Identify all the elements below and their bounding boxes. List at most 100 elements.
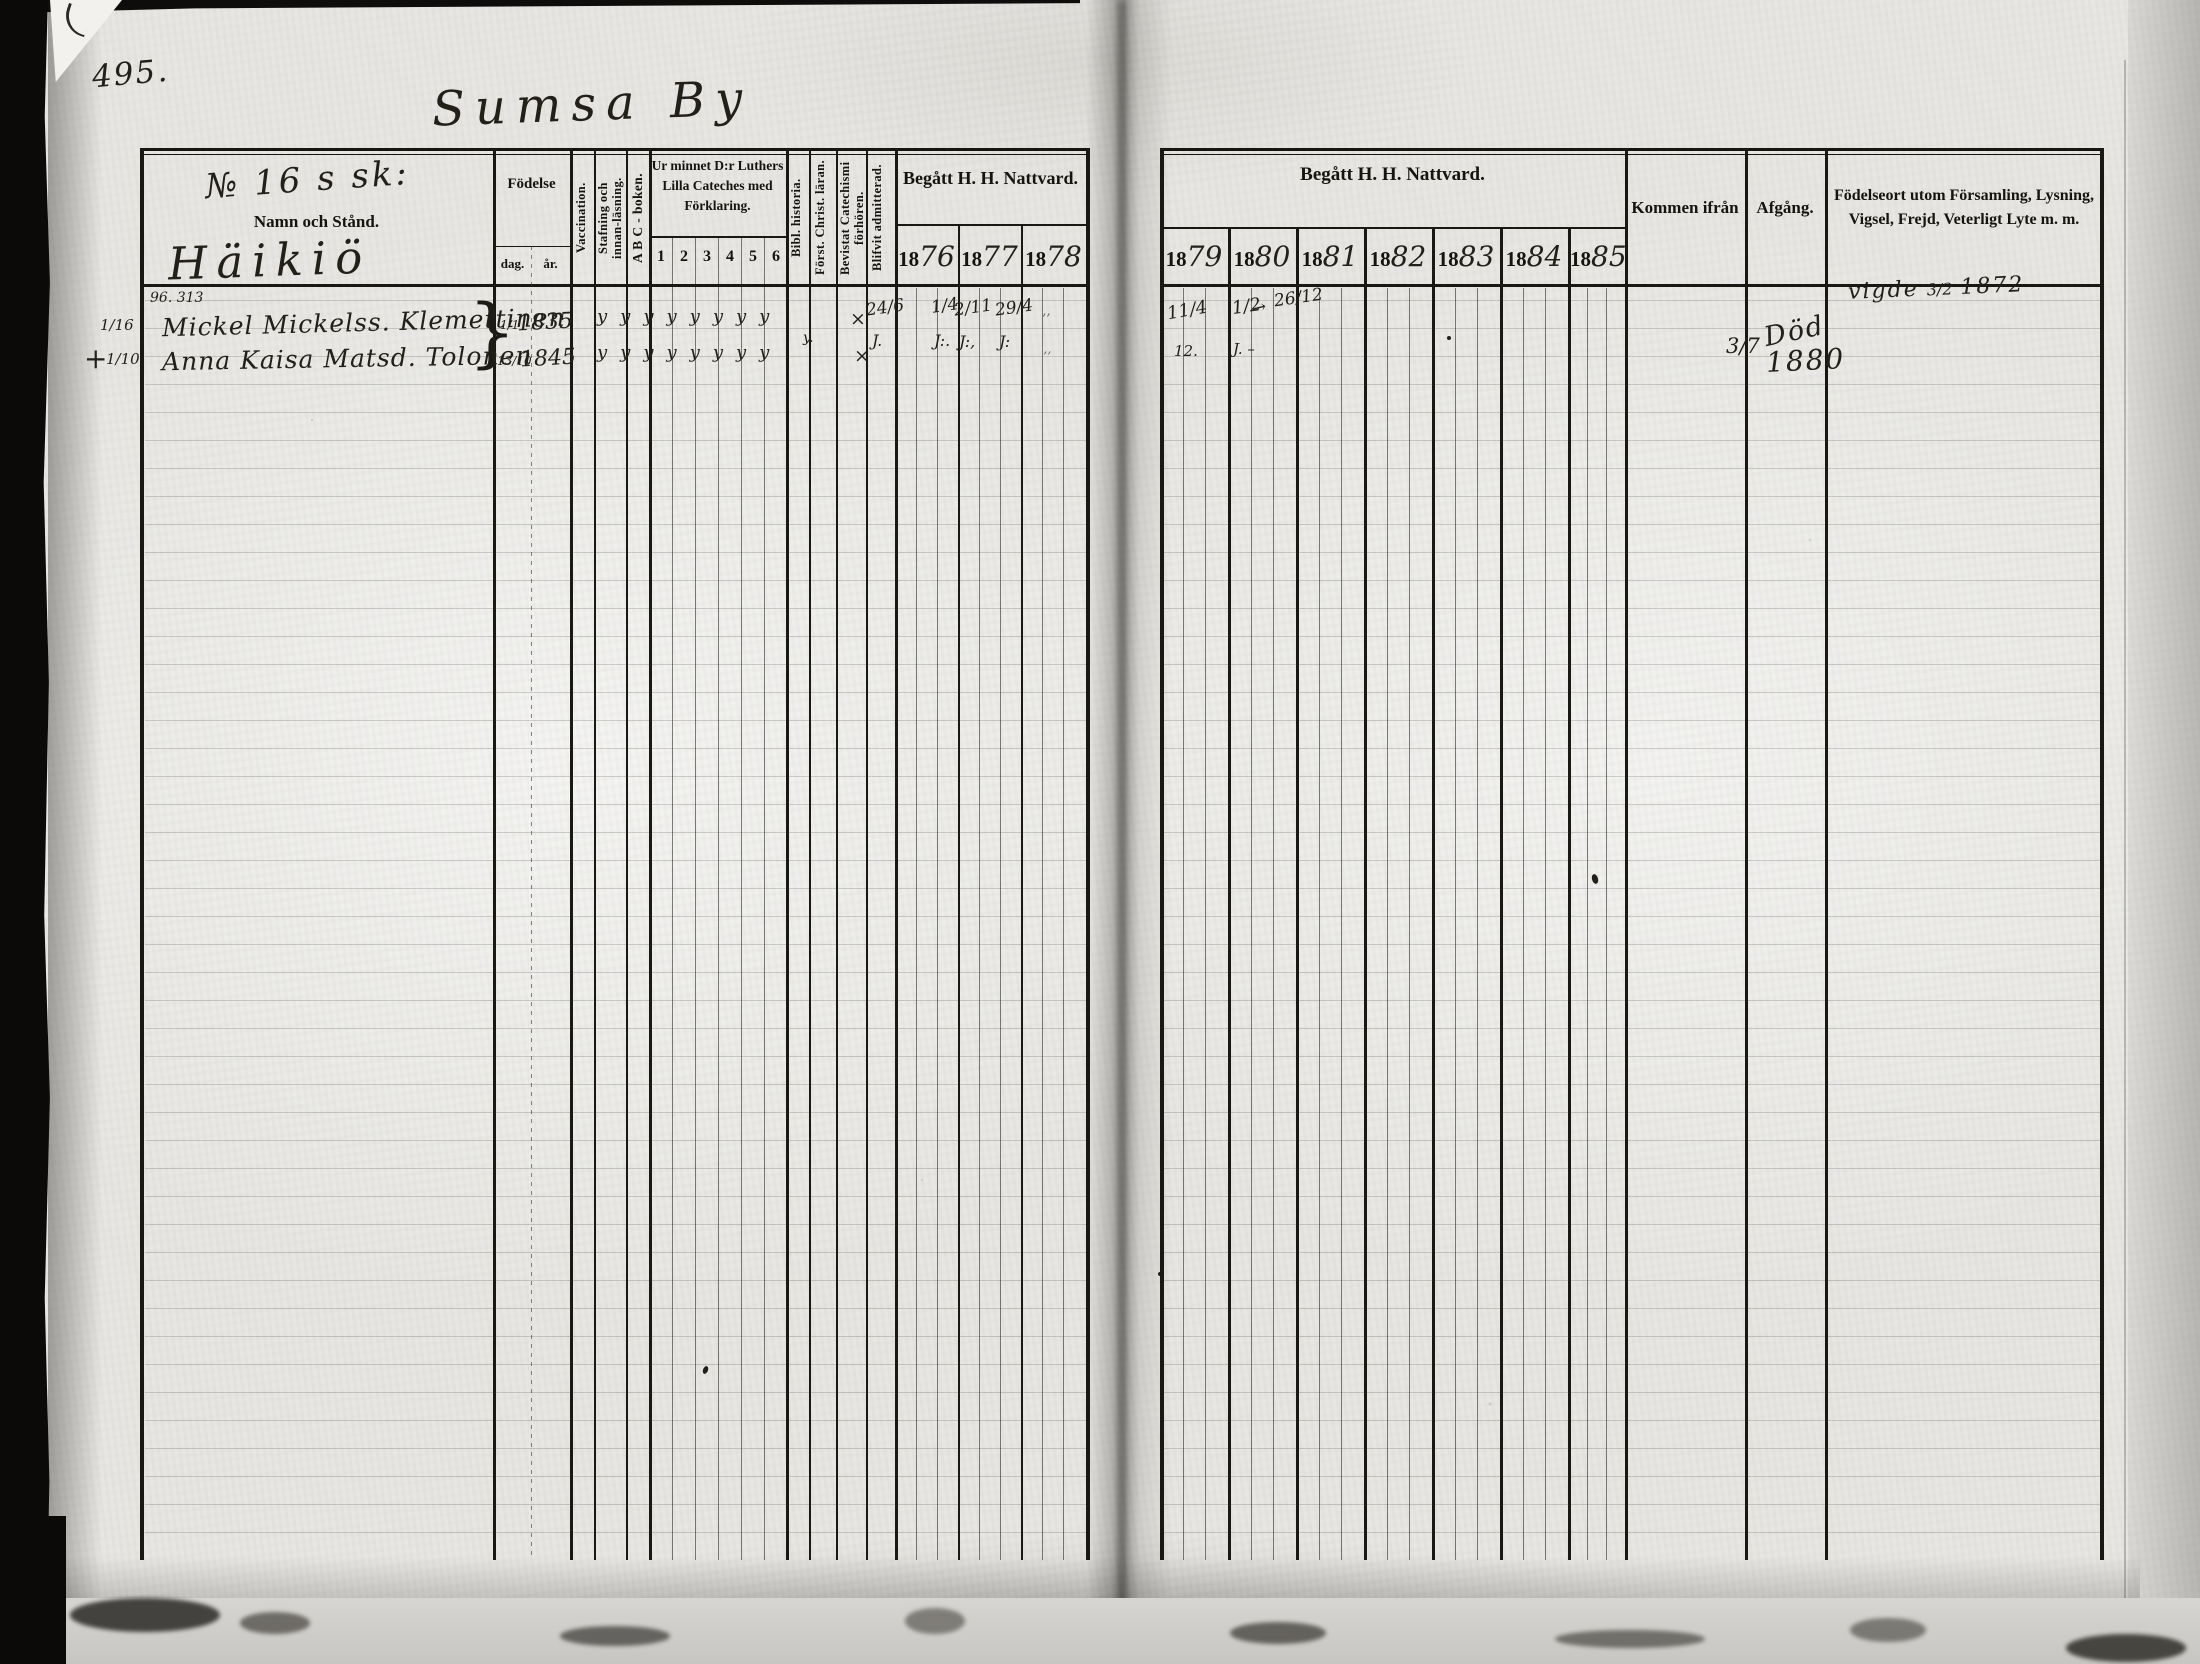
year-digits: 78 xyxy=(1046,240,1082,273)
communion-1879-date: 11/4 xyxy=(1165,296,1209,325)
bottom-blotch xyxy=(1850,1618,1926,1642)
marriage-note-year: 1872 xyxy=(1959,272,2025,300)
right-scan-band xyxy=(2128,0,2200,1664)
row-ruling xyxy=(145,300,1086,1558)
column-line xyxy=(1251,288,1252,1560)
column-line xyxy=(570,148,573,1560)
come-from-column-title: Kommen ifrån xyxy=(1631,198,1739,217)
column-line xyxy=(741,236,742,1560)
record-number: № 16 s sk: xyxy=(203,152,411,208)
header-bottom-border xyxy=(140,284,1086,287)
year-1885: 1885 xyxy=(1570,240,1627,273)
column-line xyxy=(695,236,696,1560)
communion-1878-date: 29/4 xyxy=(993,295,1035,321)
column-line xyxy=(649,148,652,1560)
column-line xyxy=(937,288,938,1560)
column-line xyxy=(1745,148,1748,1560)
catechism-title-line1: Ur minnet D:r Luthers xyxy=(651,158,784,173)
column-line xyxy=(1273,288,1274,1560)
row1-check-marks: yyyyyyyy xyxy=(597,306,783,327)
year-prefix: 18 xyxy=(1233,247,1255,271)
communion-1878-mark: J: xyxy=(999,332,1011,351)
admitted-column-title: Blifvit admitterad. xyxy=(870,164,884,272)
column-line xyxy=(866,148,868,1560)
marriage-note-fraction: 3/2 xyxy=(1926,279,1953,300)
column-line xyxy=(1205,288,1206,1560)
year-1880: 1880 xyxy=(1230,240,1294,273)
column-line xyxy=(1086,148,1090,1560)
column-line xyxy=(1296,227,1299,1560)
communion-header-left: Begått H. H. Nattvard. xyxy=(903,168,1078,188)
catechism-column-title: Ur minnet D:r Luthers Lilla Cateches med… xyxy=(651,156,784,216)
column-line xyxy=(2100,148,2104,1560)
bottom-scan-band xyxy=(0,1598,2200,1664)
row1-birth-year: 1835 xyxy=(516,308,574,337)
column-line xyxy=(718,236,719,1560)
communion-1876-mark: J. xyxy=(872,331,883,350)
column-line xyxy=(1477,288,1478,1560)
column-line xyxy=(1500,227,1503,1560)
left-edge-shadow xyxy=(48,0,102,1664)
book-top-edge xyxy=(0,0,1080,14)
column-line xyxy=(1000,288,1001,1560)
catechism-numbers-top-border xyxy=(649,236,786,238)
page-bottom-shadow xyxy=(60,1556,2140,1602)
row2-check-marks: yyyyyyyy xyxy=(597,342,783,363)
abc-book-column-title: A B C - boken. xyxy=(630,173,645,263)
year-1882: 1882 xyxy=(1366,240,1430,273)
birth-divider-line xyxy=(531,246,532,1560)
exam-column-title-line1: Bevistat Catechismi xyxy=(838,161,852,275)
communion-1877-mark1: J:. xyxy=(934,331,951,350)
column-line xyxy=(958,224,960,1560)
marriage-note-word: vigde xyxy=(1847,276,1920,305)
year-1878: 1878 xyxy=(1023,240,1084,273)
column-line xyxy=(1387,288,1388,1560)
column-line xyxy=(1606,288,1607,1560)
stray-mark: ’’ xyxy=(1042,312,1051,327)
departure-column-title: Afgång. xyxy=(1756,198,1814,217)
row2-margin-number: 1/10 xyxy=(106,350,140,368)
bottom-blotch xyxy=(905,1608,965,1634)
bottom-blotch xyxy=(560,1626,670,1646)
column-line xyxy=(1587,288,1588,1560)
page-right-edge xyxy=(2124,60,2126,1600)
column-line xyxy=(764,236,765,1560)
birth-day-subtitle: dag. xyxy=(500,256,525,271)
marriage-note: vigde 3/2 1872 xyxy=(1848,272,2025,305)
reading-column-title-line1: Stafning och xyxy=(596,182,610,254)
catechism-title-line2: Lilla Cateches med xyxy=(662,178,773,193)
catechism-col-2: 2 xyxy=(680,248,688,265)
year-prefix: 18 xyxy=(1025,247,1047,271)
year-prefix: 18 xyxy=(1301,247,1323,271)
year-prefix: 18 xyxy=(961,247,983,271)
column-line xyxy=(1625,148,1628,1560)
column-line xyxy=(1455,288,1456,1560)
exam-column-title-line2: förhören. xyxy=(852,191,866,245)
row-ruling xyxy=(1164,300,2100,1558)
column-line xyxy=(1063,288,1064,1560)
margin-note: 96. 313 xyxy=(150,290,204,306)
communion-1876-date: 24/6 xyxy=(864,295,906,321)
birth-year-subtitle: år. xyxy=(543,256,558,271)
year-1883: 1883 xyxy=(1434,240,1498,273)
ink-speck xyxy=(1590,873,1600,885)
column-line xyxy=(1042,288,1043,1560)
communion-1877-date2: 2/11 xyxy=(952,295,994,321)
column-line xyxy=(1364,227,1367,1560)
communion-1877-mark2: J:, xyxy=(959,332,976,351)
column-line xyxy=(626,148,628,1560)
communion-1880-mark: J. – xyxy=(1233,340,1255,358)
row1-margin-number: 1/16 xyxy=(100,316,134,334)
bottom-left-smudge xyxy=(70,1598,220,1632)
year-1881: 1881 xyxy=(1298,240,1362,273)
year-digits: 79 xyxy=(1186,240,1223,273)
year-prefix: 18 xyxy=(898,247,920,271)
communion-1879-mark: 12. xyxy=(1174,342,1198,360)
christianity-column-title: Först. Christ. läran. xyxy=(813,160,827,276)
year-digits: 84 xyxy=(1526,240,1563,273)
catechism-col-5: 5 xyxy=(749,248,757,265)
column-line xyxy=(895,148,898,1560)
column-line xyxy=(979,288,980,1560)
row2-death-cross: + xyxy=(84,342,108,375)
